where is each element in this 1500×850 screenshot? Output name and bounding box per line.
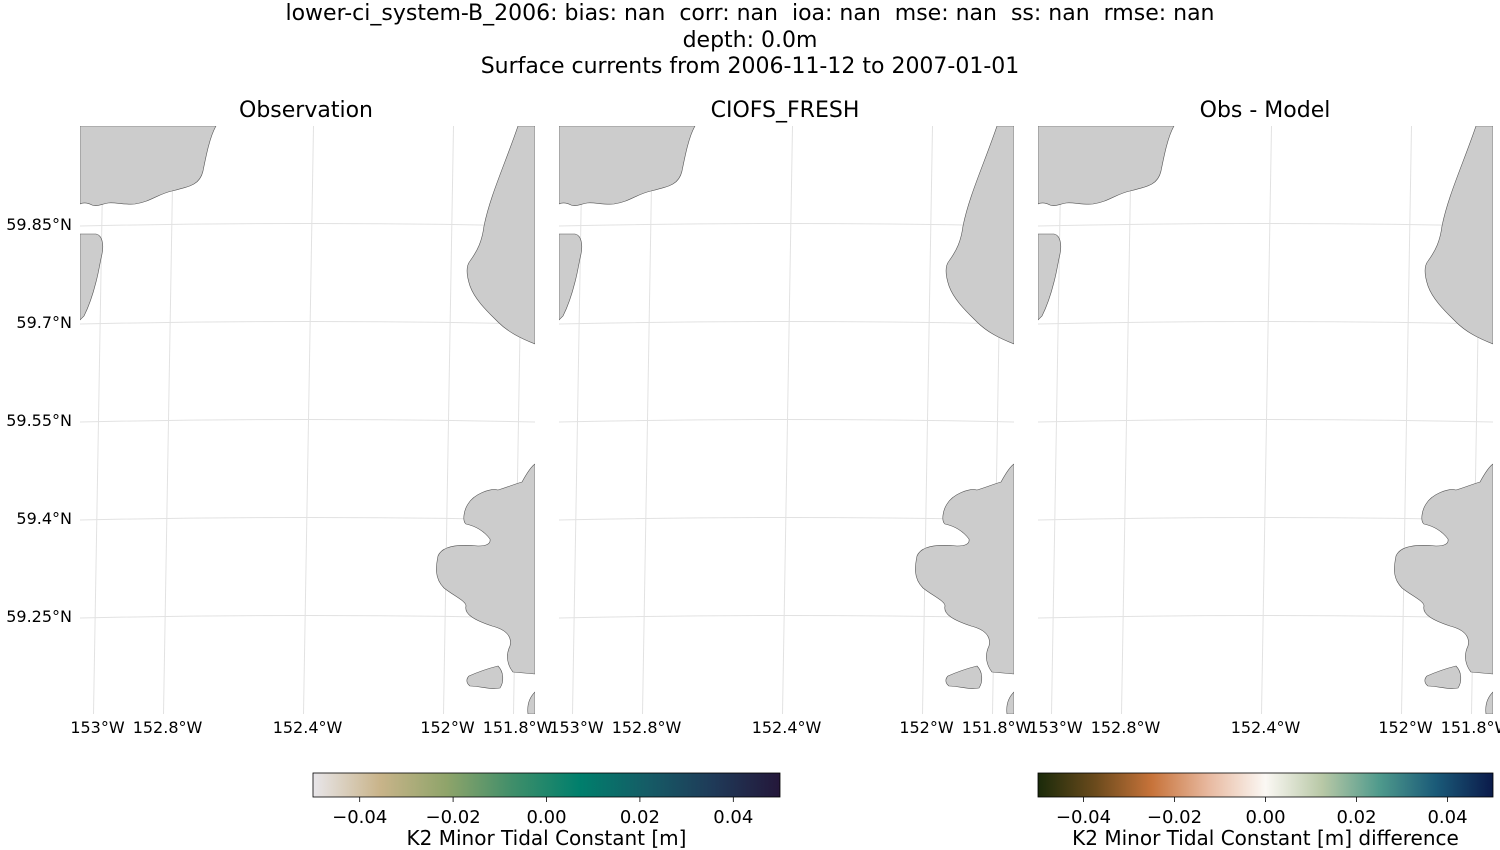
colorbar-tick-label: −0.04	[1056, 807, 1111, 828]
longitude-tick-label: 152.8°W	[133, 718, 203, 737]
panel-title-difference: Obs - Model	[1200, 98, 1331, 123]
colorbar-tick-label: 0.00	[1245, 807, 1285, 828]
colorbar-tick-label: 0.04	[1427, 807, 1467, 828]
longitude-tick-label: 153°W	[1028, 718, 1083, 737]
latitude-gridline	[559, 419, 1014, 423]
colorbar-label: K2 Minor Tidal Constant [m]	[407, 826, 687, 850]
longitude-tick-label: 152°W	[1378, 718, 1433, 737]
latitude-gridline	[80, 321, 535, 325]
longitude-tick-label: 152.4°W	[1231, 718, 1301, 737]
latitude-tick-label: 59.55°N	[6, 411, 72, 430]
longitude-gridline	[93, 126, 104, 714]
colorbar-tick-label: 0.02	[1336, 807, 1376, 828]
longitude-tick-label: 152.8°W	[1091, 718, 1161, 737]
colorbar-tick-label: −0.02	[426, 807, 481, 828]
colorbar-gradient	[312, 772, 781, 798]
latitude-tick-label: 59.85°N	[6, 215, 72, 234]
longitude-tick-label: 151.8°W	[483, 718, 553, 737]
longitude-tick-label: 152°W	[899, 718, 954, 737]
longitude-tick-label: 153°W	[549, 718, 604, 737]
longitude-tick-label: 152.4°W	[273, 718, 343, 737]
latitude-gridline	[80, 223, 535, 227]
latitude-tick-label: 59.25°N	[6, 607, 72, 626]
map-gridlines	[1038, 126, 1493, 714]
figure-title-line-2: depth: 0.0m	[682, 28, 818, 53]
figure-title-line-3: Surface currents from 2006-11-12 to 2007…	[480, 54, 1020, 79]
longitude-gridline	[1051, 126, 1062, 714]
map-panel-difference	[1038, 126, 1493, 714]
latitude-tick-label: 59.4°N	[16, 509, 72, 528]
latitude-tick-label: 59.7°N	[16, 313, 72, 332]
map-gridlines	[80, 126, 535, 714]
colorbar-tick-label: 0.00	[526, 807, 566, 828]
latitude-gridline	[80, 615, 535, 619]
latitude-tick-labels: 59.85°N 59.7°N 59.55°N 59.4°N 59.25°N	[6, 215, 72, 626]
latitude-gridline	[1038, 419, 1493, 423]
latitude-gridline	[1038, 223, 1493, 227]
panel-title-model: CIOFS_FRESH	[711, 98, 860, 123]
panel-title-observation: Observation	[239, 98, 373, 123]
colorbar-model: −0.04 −0.02 0.00 0.02 0.04 K2 Minor Tidal Con…	[312, 772, 781, 850]
longitude-tick-label: 151.8°W	[1441, 718, 1500, 737]
map-panel-model	[559, 126, 1014, 714]
latitude-gridline	[1038, 615, 1493, 619]
longitude-tick-label: 152.8°W	[612, 718, 682, 737]
longitude-gridline	[572, 126, 583, 714]
latitude-gridline	[559, 615, 1014, 619]
colorbar-tick-label: −0.02	[1147, 807, 1202, 828]
colorbar-tick-label: 0.02	[620, 807, 660, 828]
longitude-tick-label: 151.8°W	[962, 718, 1032, 737]
colorbar-tick-label: −0.04	[332, 807, 387, 828]
latitude-gridline	[80, 419, 535, 423]
longitude-tick-label: 153°W	[70, 718, 125, 737]
map-gridlines	[559, 126, 1014, 714]
colorbar-gradient	[1037, 772, 1494, 798]
colorbar-tick-label: 0.04	[713, 807, 753, 828]
longitude-tick-label: 152.4°W	[752, 718, 822, 737]
latitude-gridline	[1038, 321, 1493, 325]
latitude-gridline	[559, 223, 1014, 227]
colorbar-label: K2 Minor Tidal Constant [m] difference	[1072, 826, 1459, 850]
figure-title-line-1: lower-ci_system-B_2006: bias: nan corr: …	[285, 1, 1215, 26]
latitude-gridline	[559, 321, 1014, 325]
longitude-tick-label: 152°W	[420, 718, 475, 737]
map-panel-observation	[80, 126, 535, 714]
